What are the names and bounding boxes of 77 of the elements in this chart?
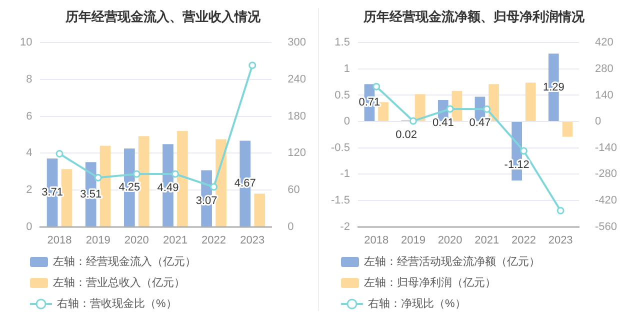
point	[520, 147, 528, 155]
y-tick-label: 0	[344, 116, 350, 128]
data-label: 1.29	[542, 81, 564, 94]
point	[446, 105, 454, 113]
point	[556, 206, 564, 214]
y-tick-label: 8	[26, 73, 32, 86]
legend-label: 左轴：营业总收入（亿元）	[53, 276, 185, 290]
y2-tick-label: 0	[594, 116, 602, 128]
y-tick-label: 0	[26, 220, 32, 233]
bar	[378, 102, 388, 122]
y2-tick-label: 120	[288, 147, 306, 160]
data-label: 3.51	[80, 188, 102, 200]
y-tick-label: -0.5	[330, 142, 350, 154]
y-tick-label: 1.5	[334, 36, 350, 49]
y-tick-label: 2	[26, 184, 32, 196]
point	[94, 174, 102, 182]
y-tick-label: 6	[26, 110, 32, 122]
data-label: 0.02	[396, 129, 418, 142]
y2-tick-label: 420	[594, 36, 614, 49]
chart-title: 历年经营现金流净额、归母净利润情况	[362, 8, 586, 26]
y-tick-label: -1	[340, 168, 350, 180]
y2-tick-label: -420	[594, 194, 618, 207]
bar	[177, 131, 188, 226]
bar	[254, 194, 266, 226]
legend-label: 右轴：净现比（%）	[368, 297, 466, 311]
point	[56, 150, 64, 158]
y2-tick-label: 140	[594, 89, 614, 102]
bar	[562, 122, 573, 137]
chart-title: 历年经营现金流入、营业收入情况	[64, 8, 262, 26]
point	[132, 170, 140, 178]
y2-tick-label: 60	[288, 184, 300, 196]
x-tick-label: 2023	[240, 234, 265, 246]
y2-tick-label: -560	[594, 220, 618, 233]
y2-tick-label: 240	[288, 73, 306, 86]
data-label: 0.71	[358, 96, 380, 109]
x-tick-label: 2020	[438, 234, 462, 246]
bar	[216, 139, 226, 226]
data-label: 0.41	[432, 116, 454, 129]
x-tick-label: 2021	[162, 234, 188, 246]
point	[483, 105, 491, 113]
x-tick-label: 2022	[511, 234, 536, 246]
y-tick-label: -1.5	[330, 194, 350, 207]
y-tick-label: 10	[20, 36, 32, 49]
bar	[525, 82, 536, 122]
point	[248, 62, 256, 70]
data-label: 0.47	[469, 117, 491, 130]
x-tick-label: 2019	[400, 234, 426, 246]
x-tick-label: 2023	[548, 234, 573, 246]
y2-tick-label: -140	[594, 142, 618, 154]
bar	[414, 94, 426, 122]
bar	[100, 146, 111, 226]
data-label: 4.67	[234, 178, 256, 190]
y-tick-label: 0.5	[334, 89, 350, 102]
y-tick-label: -2	[340, 220, 350, 233]
y2-tick-label: 280	[594, 62, 614, 75]
y-tick-label: 4	[26, 147, 32, 160]
legend-label: 左轴：经营活动现金流净额（亿元）	[364, 254, 540, 269]
y-tick-label: 1	[344, 62, 350, 75]
point	[409, 117, 417, 125]
legend-label: 左轴：归母净利润（亿元）	[364, 276, 496, 290]
y2-tick-label: -280	[594, 168, 618, 180]
x-tick-label: 2019	[86, 234, 110, 246]
point	[171, 170, 179, 178]
x-tick-label: 2018	[47, 234, 72, 246]
legend-label: 左轴：经营现金流入（亿元）	[53, 254, 196, 269]
bar	[61, 169, 72, 226]
bar	[138, 136, 150, 226]
x-tick-label: 2021	[474, 234, 500, 246]
point	[372, 82, 380, 90]
y2-tick-label: 0	[288, 220, 294, 233]
x-tick-label: 2020	[124, 234, 149, 246]
x-tick-label: 2022	[202, 234, 226, 246]
legend-label: 右轴：营收现金比（%）	[57, 297, 177, 311]
x-tick-label: 2018	[364, 234, 389, 246]
point	[210, 183, 218, 191]
y2-tick-label: 180	[288, 110, 306, 122]
y2-tick-label: 300	[288, 36, 306, 49]
